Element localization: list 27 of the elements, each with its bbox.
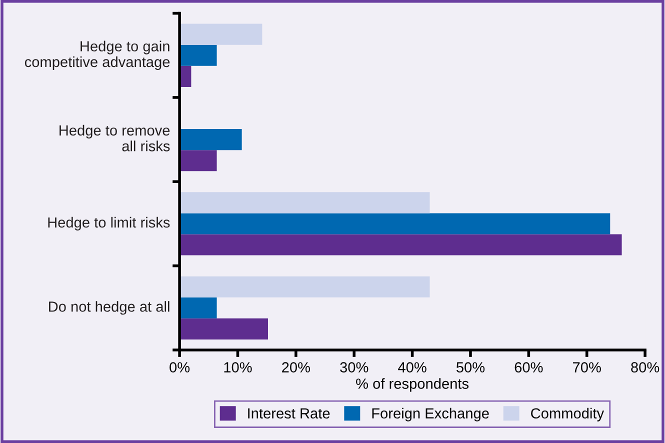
- x-tick-label: 60%: [514, 362, 543, 372]
- x-tick-label: 20%: [282, 362, 310, 372]
- bar: [180, 150, 217, 172]
- x-tick-label: 40%: [398, 362, 426, 372]
- x-tick-label: 0%: [170, 362, 190, 372]
- bar: [180, 318, 268, 340]
- x-tick-label: 30%: [340, 362, 368, 372]
- bar: [180, 234, 622, 256]
- bar: [180, 213, 610, 234]
- x-tick-label: 70%: [573, 362, 601, 372]
- bar: [180, 129, 242, 150]
- y-tick-label: Hedge to gain competitive advantage: [24, 40, 170, 70]
- y-tick-label: Do not hedge at all: [49, 301, 170, 315]
- legend-label: Commodity: [531, 408, 604, 422]
- y-tick-label: Hedge to limit risks: [48, 216, 170, 231]
- bar: [180, 192, 430, 214]
- x-tick-label: 10%: [224, 362, 252, 372]
- bar: [180, 276, 430, 298]
- bar: [180, 24, 262, 45]
- x-tick-label: 80%: [631, 362, 660, 372]
- bar: [180, 44, 217, 66]
- bar: [180, 297, 217, 318]
- y-tick-label: Hedge to remove all risks: [60, 124, 170, 152]
- x-tick-label: 50%: [456, 362, 485, 372]
- legend-label: Interest Rate: [248, 408, 330, 419]
- legend-label: Foreign Exchange: [372, 408, 489, 422]
- x-axis-title: % of respondents: [356, 378, 469, 392]
